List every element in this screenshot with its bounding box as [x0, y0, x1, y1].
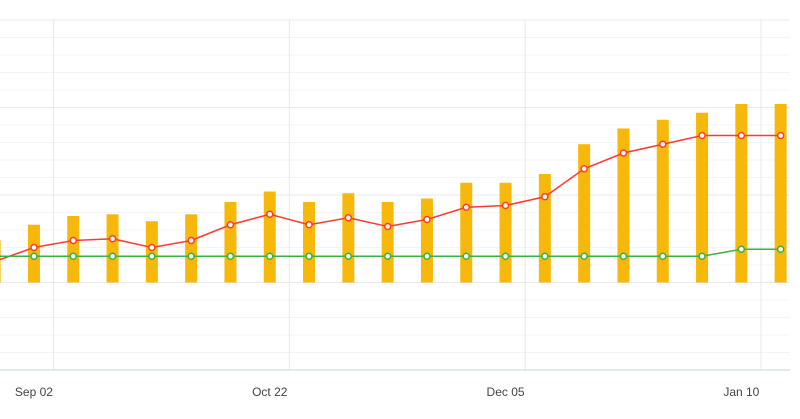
bar [106, 214, 119, 283]
bar [774, 104, 787, 283]
line-point [501, 252, 510, 260]
bar [578, 144, 591, 283]
bar [538, 174, 551, 283]
bar [460, 182, 473, 283]
bar [499, 182, 512, 283]
line-point [30, 252, 38, 260]
line-point [266, 210, 274, 218]
x-tick-label: Sep 02 [15, 385, 53, 399]
x-tick-label: Dec 05 [487, 385, 525, 399]
x-tick-label: Oct 22 [252, 385, 288, 399]
line-point [305, 221, 313, 229]
line-point [737, 131, 746, 140]
line-point [226, 252, 235, 260]
bar [67, 216, 80, 283]
line-point [226, 221, 235, 229]
line-point [69, 252, 77, 260]
bar [696, 112, 709, 283]
line-point [462, 203, 470, 211]
bar [342, 193, 355, 283]
bar [381, 202, 394, 283]
line-point [187, 252, 195, 260]
line-point [187, 236, 195, 245]
line-point [619, 149, 628, 157]
line-point [344, 252, 353, 260]
line-point [580, 252, 588, 260]
bar [735, 104, 748, 283]
line-point [776, 245, 785, 253]
line-point [541, 193, 549, 201]
x-tick-label: Jan 10 [723, 385, 759, 399]
bar [263, 191, 276, 283]
line-point [344, 214, 353, 222]
bar [617, 128, 630, 283]
line-point [501, 201, 510, 210]
line-point [69, 236, 77, 245]
bar [303, 202, 316, 283]
bar [185, 214, 198, 283]
line-point [30, 243, 38, 252]
line-point [148, 243, 156, 252]
line-point [383, 252, 392, 260]
bar [420, 198, 433, 283]
line-point [737, 245, 746, 253]
line-point [423, 252, 431, 260]
line-point [776, 131, 785, 140]
line-point [580, 165, 588, 173]
line-point [619, 252, 628, 260]
line-point [659, 252, 667, 260]
line-point [148, 252, 156, 260]
bar [145, 221, 158, 283]
bar [224, 202, 237, 283]
line-point [698, 252, 706, 260]
line-point [266, 252, 274, 260]
line-point [108, 252, 117, 260]
line-point [383, 222, 392, 231]
line-point [659, 140, 667, 148]
line-point [698, 131, 706, 140]
bar [656, 119, 669, 283]
line-point [462, 252, 470, 260]
line-point [541, 252, 549, 260]
bar [0, 240, 1, 283]
line-point [108, 235, 117, 243]
line-point [423, 215, 431, 224]
line-point [305, 252, 313, 260]
